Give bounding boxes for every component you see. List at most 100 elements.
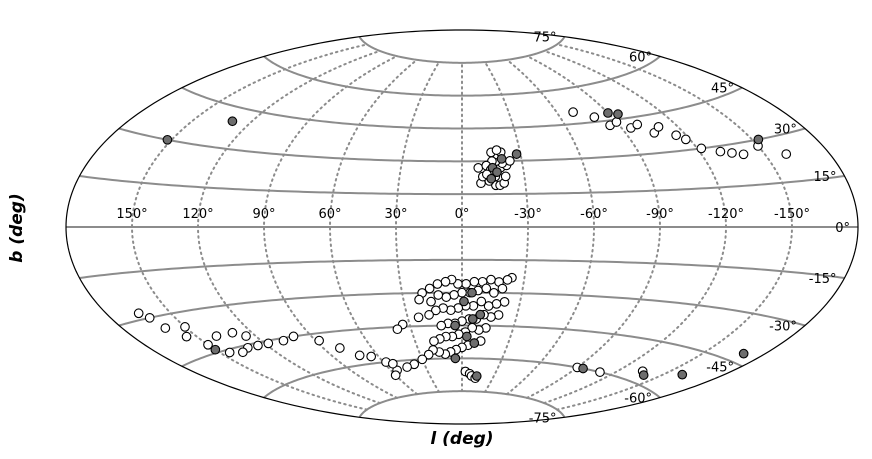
data-point-open (449, 290, 459, 300)
data-point-open (429, 336, 439, 347)
parallel-line (181, 86, 743, 130)
meridian-line (328, 58, 418, 396)
y-tick-label: 75° (533, 31, 556, 46)
x-axis-label: l (deg) (430, 429, 493, 449)
x-tick-label: 60° (318, 207, 341, 222)
y-tick-label: 60° (629, 50, 652, 65)
plot-frame (65, 29, 859, 425)
meridian-line (196, 49, 381, 405)
data-point-open (486, 274, 496, 285)
data-point-open (424, 310, 434, 320)
data-point-open (632, 119, 643, 130)
data-point-open (423, 349, 434, 360)
data-point-open (387, 358, 398, 369)
data-point-open (263, 338, 274, 349)
data-point-open (354, 350, 365, 361)
data-point-open (653, 122, 664, 132)
data-point-filled (486, 173, 497, 184)
data-point-open (335, 343, 345, 353)
data-point-filled (469, 338, 480, 348)
meridian-line (543, 49, 728, 405)
data-point-open (738, 149, 749, 160)
parallel-line (358, 36, 566, 64)
data-point-open (441, 292, 452, 302)
meridian-line (483, 61, 530, 393)
data-point-open (568, 107, 578, 117)
data-point-open (241, 331, 251, 341)
data-point-open (238, 347, 248, 358)
meridian-line (394, 61, 441, 393)
data-point-open (417, 354, 428, 365)
data-point-open (144, 312, 155, 323)
x-tick-label: 0° (455, 207, 470, 222)
meridian-line (262, 55, 398, 399)
data-point-open (278, 335, 289, 346)
data-point-open (489, 288, 499, 298)
data-point-filled (227, 116, 238, 127)
data-point-filled (467, 287, 477, 298)
y-tick-label: -30° (769, 320, 797, 335)
data-point-open (160, 323, 171, 333)
data-point-open (715, 146, 726, 157)
data-point-open (469, 276, 480, 287)
y-tick-label: -75° (529, 411, 557, 426)
data-point-open (680, 134, 691, 145)
data-point-open (203, 339, 213, 350)
data-point-open (491, 145, 502, 155)
data-point-open (424, 283, 435, 294)
data-point-open (589, 112, 600, 123)
data-point-open (413, 312, 424, 323)
data-point-filled (738, 348, 749, 359)
data-point-open (499, 296, 510, 307)
y-tick-label: 15° (813, 170, 836, 185)
x-tick-label: -120° (708, 207, 744, 222)
x-tick-label: -90° (646, 207, 674, 222)
data-point-open (402, 362, 412, 372)
data-point-filled (467, 314, 478, 324)
data-point-open (696, 143, 707, 154)
data-point-filled (210, 344, 221, 355)
grid-meridians (130, 43, 794, 411)
data-point-open (476, 296, 487, 307)
data-point-open (426, 296, 436, 307)
data-point-open (390, 370, 401, 381)
data-point-filled (450, 320, 460, 331)
data-point-filled (461, 331, 472, 342)
y-tick-labels: 75° 60° 45° 30° 15° 0° -15° -30° -45° -60° -75° (529, 31, 850, 427)
data-point-filled (511, 149, 522, 159)
data-point-open (414, 294, 424, 305)
y-tick-label: -60° (624, 392, 652, 407)
x-tick-label: 90° (252, 207, 275, 222)
data-point-filled (496, 153, 507, 164)
data-point-open (595, 367, 605, 377)
data-point-open (431, 305, 441, 316)
data-point-open (366, 351, 377, 362)
y-tick-label: 45° (711, 82, 734, 97)
data-markers (133, 107, 792, 384)
data-point-open (671, 130, 681, 141)
data-point-open (497, 283, 508, 294)
data-point-filled (753, 134, 764, 145)
x-tick-labels: 150° 120° 90° 60° 30° 0° -30° -60° -90° -120° -150… (116, 207, 810, 222)
x-tick-label: -150° (774, 207, 810, 222)
x-tick-label: 120° (182, 207, 213, 222)
data-point-open (727, 148, 737, 158)
data-point-filled (578, 363, 588, 374)
data-point-open (227, 327, 238, 338)
data-point-open (481, 283, 492, 294)
data-point-open (483, 301, 494, 311)
data-point-open (436, 320, 447, 331)
data-point-filled (603, 108, 613, 118)
data-point-open (505, 156, 515, 166)
x-tick-label: -60° (580, 207, 608, 222)
data-point-open (180, 322, 190, 332)
meridian-line (526, 55, 662, 399)
data-point-open (433, 290, 444, 300)
x-tick-label: 150° (116, 207, 147, 222)
data-point-open (461, 279, 471, 289)
data-point-filled (638, 370, 649, 380)
y-tick-label: 0° (835, 221, 850, 236)
data-point-open (314, 335, 324, 346)
y-tick-label: -15° (809, 272, 837, 287)
